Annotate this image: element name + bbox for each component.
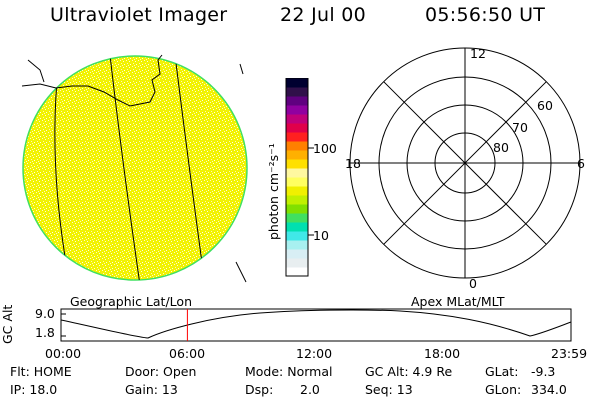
coastline	[27, 59, 45, 83]
colorbar-swatch	[286, 123, 308, 133]
seq-status: Seq: 13	[365, 382, 413, 397]
mlt-label-18: 18	[345, 156, 361, 171]
dsp-value: 2.0	[300, 382, 320, 397]
colorbar-swatch	[286, 213, 308, 223]
coastline	[21, 54, 163, 107]
colorbar-swatch	[286, 222, 308, 232]
left-panel-caption: Geographic Lat/Lon	[70, 294, 192, 309]
glat-value: -9.3	[531, 364, 556, 379]
mlt-label-12: 12	[470, 46, 486, 61]
colorbar-swatch	[286, 159, 308, 169]
colorbar-swatch	[286, 186, 308, 196]
time-tick-label: 23:59	[551, 346, 588, 361]
observation-date: 22 Jul 00	[280, 4, 367, 26]
colorbar-swatch	[286, 267, 308, 277]
mlat-label-60: 60	[537, 98, 553, 113]
altitude-curve	[60, 309, 572, 339]
time-tick-label: 12:00	[296, 346, 333, 361]
mlt-label-6: 6	[577, 156, 585, 171]
colorbar-swatch	[286, 141, 308, 151]
colorbar-swatch	[286, 240, 308, 250]
colorbar-swatch	[286, 150, 308, 160]
mode-status: Mode: Normal	[245, 364, 333, 379]
observation-time: 05:56:50 UT	[425, 4, 546, 26]
colorbar-swatch	[286, 105, 308, 115]
coastline	[239, 63, 244, 75]
colorbar-swatch	[286, 231, 308, 241]
dsp-label: Dsp:	[245, 382, 274, 397]
meridian-line	[109, 56, 141, 280]
gain-status: Gain: 13	[125, 382, 178, 397]
mlat-label-70: 70	[512, 120, 528, 135]
colorbar-swatch	[286, 78, 308, 88]
colorbar-swatch	[286, 258, 308, 268]
meridian-line	[174, 56, 206, 280]
colorbar	[285, 78, 314, 277]
uv-image-panel	[21, 54, 248, 283]
right-panel-caption: Apex MLat/MLT	[411, 294, 505, 309]
time-tick-label: 00:00	[45, 346, 82, 361]
colorbar-tick-label: 10	[313, 228, 329, 243]
mlt-line	[383, 81, 547, 245]
colorbar-swatch	[286, 204, 308, 214]
altitude-axis-label: GC Alt	[0, 304, 15, 344]
coastline	[235, 261, 247, 283]
glat-label: GLat:	[485, 364, 519, 379]
colorbar-unit-label: photon cm⁻²s⁻¹	[266, 143, 281, 240]
colorbar-swatch	[286, 114, 308, 124]
app-title: Ultraviolet Imager	[50, 4, 228, 26]
mlt-label-0: 0	[469, 276, 477, 291]
ip-status: IP: 18.0	[10, 382, 58, 397]
glon-value: 334.0	[531, 382, 567, 397]
door-status: Door: Open	[125, 364, 197, 379]
glon-label: GLon:	[485, 382, 522, 397]
time-tick-label: 18:00	[424, 346, 461, 361]
altitude-tick-label: 9.0	[35, 306, 55, 321]
polar-grid-panel	[349, 47, 581, 279]
colorbar-gradient	[286, 78, 308, 277]
earth-disk	[22, 55, 248, 281]
altitude-plot	[60, 308, 572, 342]
colorbar-swatch	[286, 249, 308, 259]
time-tick-label: 06:00	[169, 346, 206, 361]
colorbar-swatch	[286, 87, 308, 97]
colorbar-swatch	[286, 195, 308, 205]
colorbar-tick-label: 100	[313, 141, 337, 156]
gc-altitude-status: GC Alt: 4.9 Re	[365, 364, 453, 379]
colorbar-swatch	[286, 96, 308, 106]
colorbar-swatch	[286, 168, 308, 178]
colorbar-swatch	[286, 177, 308, 187]
colorbar-swatch	[286, 132, 308, 142]
mlat-label-80: 80	[493, 140, 509, 155]
altitude-tick-label: 1.8	[35, 325, 55, 340]
filter-status: Flt: HOME	[10, 364, 72, 379]
